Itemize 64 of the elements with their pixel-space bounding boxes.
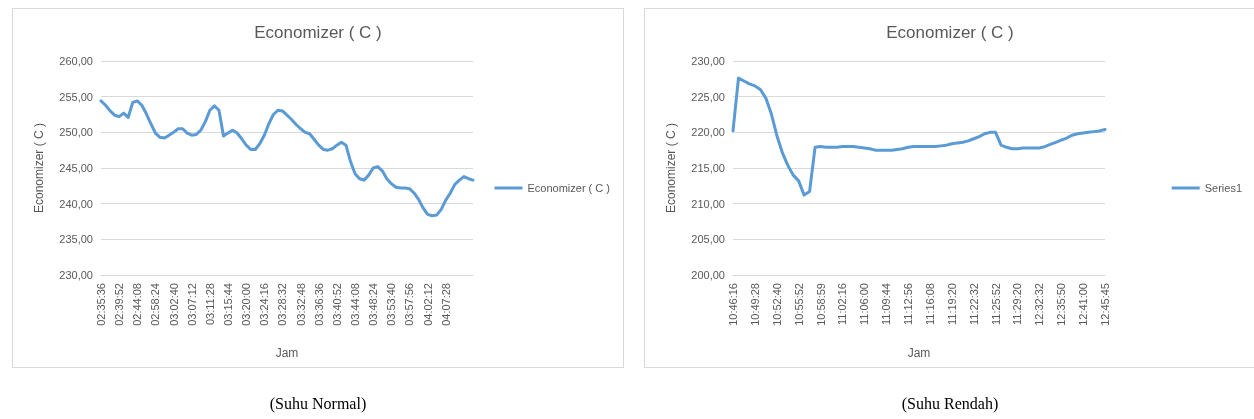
- x-tick-label: 11:19:20: [945, 283, 958, 326]
- x-tick-label: 03:53:40: [385, 283, 398, 326]
- x-tick-label: 03:57:56: [403, 283, 416, 326]
- x-tick-label: 02:44:08: [131, 283, 144, 326]
- x-tick-label: 11:12:56: [902, 283, 915, 326]
- y-axis-title: Economizer ( C ): [664, 122, 678, 214]
- x-tick-label: 10:58:59: [814, 283, 827, 326]
- x-tick-label: 02:35:36: [95, 283, 107, 326]
- text: (Suhu Normal): [268, 395, 368, 413]
- line-series: [99, 99, 475, 218]
- x-tick-label: 03:44:08: [349, 283, 362, 326]
- x-tick-label: 03:32:48: [294, 283, 307, 326]
- y-tick-label: 245,00: [59, 162, 93, 174]
- x-tick-label: 03:36:36: [312, 283, 325, 326]
- y-tick-label: 220,00: [691, 126, 725, 139]
- y-tick-label: 260,00: [59, 55, 93, 67]
- chart-title: Economizer ( C ): [254, 23, 382, 42]
- y-tick-label: 200,00: [691, 269, 725, 281]
- x-axis-title: Jam: [907, 346, 931, 360]
- x-tick-label: 11:29:20: [1011, 283, 1024, 326]
- x-tick-label: 03:15:44: [222, 283, 235, 326]
- x-tick-label: 10:49:28: [748, 283, 761, 326]
- x-tick-label: 03:40:52: [330, 283, 343, 326]
- y-tick-label: 210,00: [691, 197, 725, 210]
- x-tick-label: 04:02:12: [421, 283, 434, 326]
- x-tick-label: 11:22:32: [967, 283, 980, 326]
- x-tick-label: 03:11:28: [203, 283, 216, 326]
- y-tick-label: 230,00: [59, 269, 93, 281]
- x-tick-label: 11:25:52: [989, 283, 1002, 326]
- y-tick-label: 225,00: [691, 90, 725, 103]
- x-tick-label: 03:20:00: [240, 283, 253, 326]
- x-tick-label: 10:55:52: [792, 283, 805, 326]
- y-tick-label: 215,00: [691, 162, 725, 174]
- x-tick-label: 03:48:24: [367, 283, 380, 326]
- y-tick-label: 250,00: [59, 126, 93, 139]
- x-tick-label: 11:09:44: [880, 283, 893, 326]
- legend-label: Series1: [1204, 182, 1242, 194]
- x-tick-label: 12:45:45: [1099, 283, 1111, 326]
- x-tick-label: 03:07:12: [185, 283, 198, 326]
- y-tick-label: 230,00: [691, 55, 725, 67]
- y-axis-title: Economizer ( C ): [32, 122, 46, 214]
- x-tick-label: 12:32:32: [1033, 283, 1046, 326]
- x-tick-label: 11:16:08: [923, 283, 936, 326]
- x-tick-label: 02:58:24: [149, 283, 162, 326]
- x-tick-label: 12:41:00: [1077, 283, 1090, 326]
- x-tick-label: 04:07:28: [439, 283, 452, 326]
- x-tick-label: 11:02:16: [836, 283, 849, 326]
- legend-label: Economizer ( C ): [527, 182, 611, 194]
- x-tick-label: 03:28:32: [276, 283, 289, 326]
- x-tick-label: 10:46:16: [727, 283, 739, 326]
- x-tick-label: 02:39:52: [113, 283, 126, 326]
- x-tick-label: 03:02:40: [167, 283, 180, 326]
- x-axis-title: Jam: [275, 346, 299, 360]
- line-series: [731, 76, 1107, 197]
- x-tick-label: 10:52:40: [770, 283, 783, 326]
- y-tick-label: 240,00: [59, 197, 93, 210]
- x-tick-label: 12:35:50: [1055, 283, 1068, 326]
- x-tick-label: 11:06:00: [858, 283, 871, 326]
- y-tick-label: 235,00: [59, 233, 93, 246]
- y-tick-label: 205,00: [691, 233, 725, 246]
- y-tick-label: 255,00: [59, 90, 93, 103]
- text: (Suhu Rendah): [900, 395, 1000, 413]
- chart-title: Economizer ( C ): [886, 23, 1014, 42]
- x-tick-label: 03:24:16: [258, 283, 271, 326]
